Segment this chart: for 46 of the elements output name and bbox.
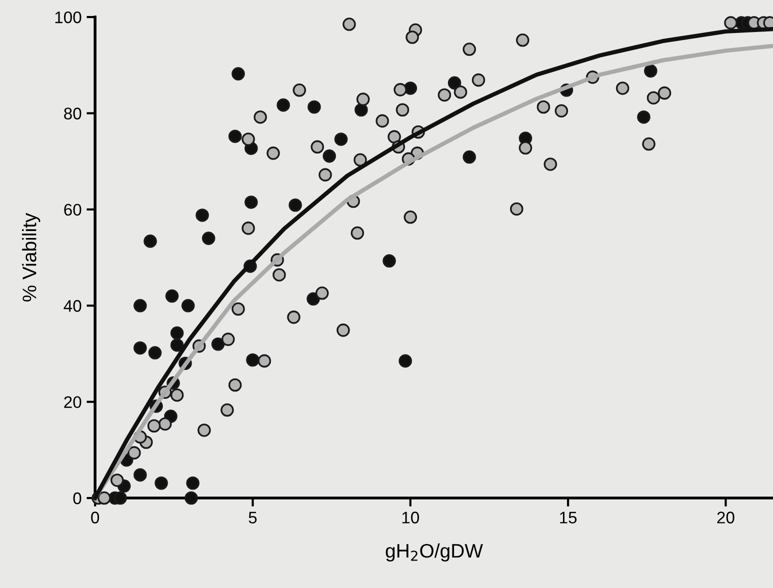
x-tick-label: 5 [248,512,257,524]
point [134,341,147,355]
point [196,208,209,222]
point [211,337,225,351]
x-tick-label: 20 [717,512,734,524]
point [288,198,302,212]
point [637,110,650,124]
point [276,98,290,112]
y-axis-title: % Viability [22,212,40,302]
point [184,491,198,505]
x-tick-label: 10 [402,512,420,524]
point [308,100,321,114]
point [154,476,168,490]
x-tick-label: 15 [560,512,577,524]
point [186,476,200,490]
point [334,132,348,146]
point [170,338,184,352]
point [306,292,320,306]
point [170,326,184,340]
y-tick-label: 20 [64,396,82,408]
y-tick-label: 80 [64,108,82,120]
point [398,354,412,368]
y-tick-label: 60 [64,204,82,216]
point [644,64,658,78]
point [181,299,195,312]
point [114,491,127,505]
point [232,67,245,80]
point [165,289,179,303]
point [322,149,336,163]
point [244,196,258,209]
point [354,103,368,117]
point [144,234,157,248]
y-tick-label: 0 [73,492,82,504]
point [134,468,147,482]
point [462,150,476,164]
point [134,299,147,312]
y-tick-label: 40 [64,300,82,312]
point [448,76,462,90]
point [246,353,260,367]
point [228,130,242,143]
point [382,254,396,268]
x-tick-label: 0 [91,512,100,524]
point [202,232,216,245]
y-tick-label: 100 [55,11,82,24]
point [148,346,162,360]
x-axis-title: gH$_{2}$O/gDW [386,543,483,562]
